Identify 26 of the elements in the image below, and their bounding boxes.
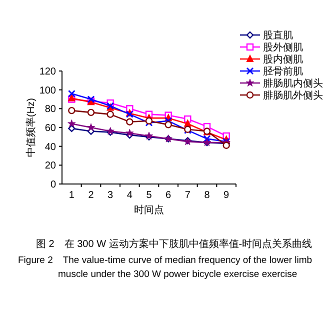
legend-label: 腓肠肌内侧头 <box>263 78 323 90</box>
x-tick-label: 7 <box>184 190 191 201</box>
x-tick-label: 1 <box>68 190 75 201</box>
x-tick-label: 2 <box>88 190 94 201</box>
y-tick-label: 0 <box>50 180 56 190</box>
legend-label: 股直肌 <box>263 30 293 42</box>
x-tick-label: 6 <box>166 190 172 201</box>
caption: 图 2 在 300 W 运动方案中下肢肌中值频率值-时间点关系曲线 <box>36 238 312 250</box>
legend-label: 股内侧肌 <box>263 54 303 66</box>
x-tick-label: 4 <box>126 190 133 201</box>
y-tick-label: 100 <box>39 85 56 96</box>
x-tick-label: 3 <box>108 190 114 201</box>
y-axis-title: 中值频率(Hz) <box>25 98 37 157</box>
legend-label: 腓肠肌外侧头 <box>263 90 323 102</box>
caption: Figure 2 The value-time curve of median frequency of the lower limb muscle under the 300 W power bicycle exercise exercise <box>18 255 312 280</box>
x-tick-label: 8 <box>204 190 210 201</box>
y-tick-label: 20 <box>44 160 56 172</box>
legend-label: 股外侧肌 <box>263 42 303 54</box>
y-tick-label: 60 <box>44 123 56 134</box>
y-tick-label: 80 <box>44 104 56 116</box>
x-axis-title: 时间点 <box>134 204 164 216</box>
legend-label: 胫骨前肌 <box>263 66 303 78</box>
x-tick-label: 9 <box>224 190 230 201</box>
y-tick-label: 120 <box>39 66 56 78</box>
y-tick-label: 40 <box>44 142 56 153</box>
x-tick-label: 5 <box>146 190 152 201</box>
